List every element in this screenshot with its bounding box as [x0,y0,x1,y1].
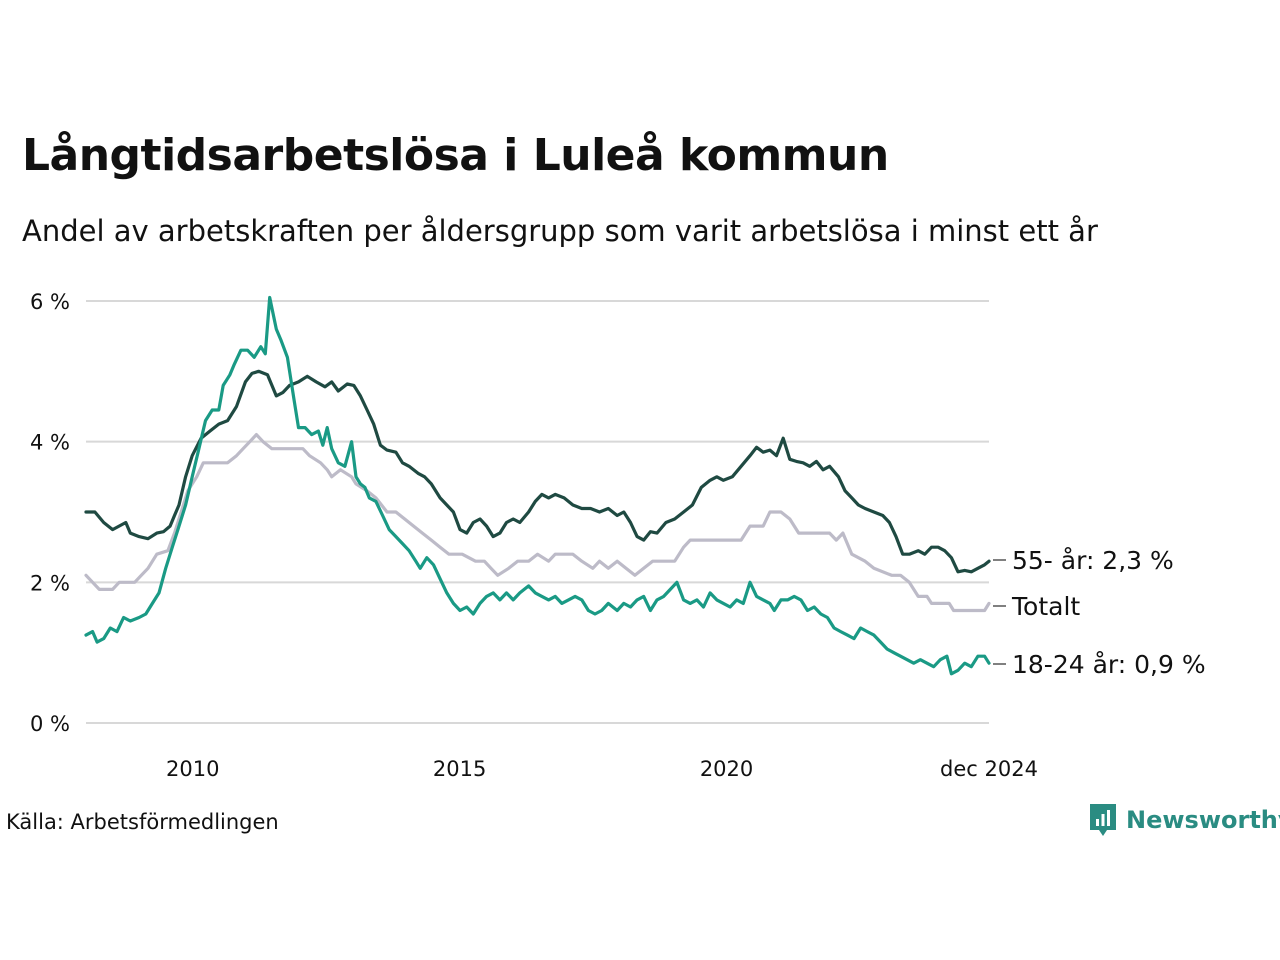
x-tick-label: dec 2024 [940,757,1038,781]
brand-name: Newsworthy [1126,806,1280,834]
newsworthy-logo-icon [1090,804,1116,836]
source-note: Källa: Arbetsförmedlingen [6,810,279,834]
x-tick-label: 2020 [700,757,753,781]
y-tick-label: 2 % [30,571,70,595]
series-line-total [84,433,991,613]
end-label-total: Totalt [1011,592,1080,621]
brand-logo[interactable]: Newsworthy [1088,802,1280,838]
x-axis-ticks: 2010 2015 2020 dec 2024 [166,757,1038,781]
y-tick-label: 0 % [30,712,70,736]
y-axis-ticks: 0 % 2 % 4 % 6 % [30,290,70,736]
end-label-older: 55- år: 2,3 % [1012,546,1174,575]
chart-subtitle: Andel av arbetskraften per åldersgrupp s… [22,214,1098,248]
y-tick-label: 6 % [30,290,70,314]
series-line-older [84,369,991,574]
x-tick-label: 2015 [433,757,486,781]
series-end-labels: 55- år: 2,3 % Totalt 18-24 år: 0,9 % [993,546,1206,679]
x-tick-label: 2010 [166,757,219,781]
chart-title: Långtidsarbetslösa i Luleå kommun [22,130,889,181]
y-tick-label: 4 % [30,431,70,455]
end-label-young: 18-24 år: 0,9 % [1012,650,1206,679]
grid-lines [86,300,989,724]
series-lines [84,295,991,676]
series-line-young [84,295,991,676]
